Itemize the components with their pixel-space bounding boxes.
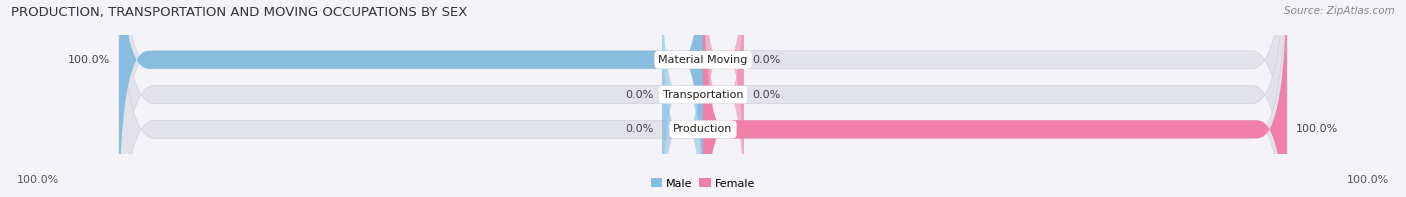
Legend: Male, Female: Male, Female (647, 174, 759, 193)
FancyBboxPatch shape (120, 0, 703, 197)
FancyBboxPatch shape (703, 0, 744, 190)
FancyBboxPatch shape (662, 0, 703, 197)
Text: 100.0%: 100.0% (1347, 175, 1389, 185)
Text: 100.0%: 100.0% (1295, 124, 1339, 134)
FancyBboxPatch shape (120, 0, 1286, 197)
Text: 100.0%: 100.0% (67, 55, 111, 65)
FancyBboxPatch shape (703, 0, 1286, 197)
Text: 100.0%: 100.0% (17, 175, 59, 185)
Text: Production: Production (673, 124, 733, 134)
Text: PRODUCTION, TRANSPORTATION AND MOVING OCCUPATIONS BY SEX: PRODUCTION, TRANSPORTATION AND MOVING OC… (11, 6, 468, 19)
FancyBboxPatch shape (120, 0, 1286, 197)
Text: Transportation: Transportation (662, 90, 744, 99)
Text: 0.0%: 0.0% (626, 124, 654, 134)
Text: Source: ZipAtlas.com: Source: ZipAtlas.com (1284, 6, 1395, 16)
Text: 0.0%: 0.0% (626, 90, 654, 99)
Text: 0.0%: 0.0% (752, 55, 780, 65)
FancyBboxPatch shape (662, 0, 703, 197)
FancyBboxPatch shape (703, 0, 744, 197)
Text: 0.0%: 0.0% (752, 90, 780, 99)
Text: Material Moving: Material Moving (658, 55, 748, 65)
FancyBboxPatch shape (120, 0, 1286, 197)
